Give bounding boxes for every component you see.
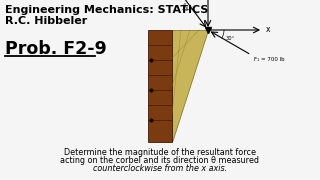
- Text: 30°: 30°: [226, 36, 235, 41]
- Polygon shape: [172, 30, 208, 142]
- Text: 4: 4: [183, 3, 186, 8]
- Text: counterclockwise from the x axis.: counterclockwise from the x axis.: [93, 164, 227, 173]
- Text: R.C. Hibbeler: R.C. Hibbeler: [5, 16, 87, 26]
- Text: acting on the corbel and its direction θ measured: acting on the corbel and its direction θ…: [60, 156, 260, 165]
- Text: F₁ = 700 lb: F₁ = 700 lb: [254, 57, 285, 62]
- Text: Determine the magnitude of the resultant force: Determine the magnitude of the resultant…: [64, 148, 256, 157]
- Text: 3: 3: [185, 7, 188, 12]
- Text: x: x: [266, 26, 270, 35]
- Bar: [148, 30, 172, 142]
- Text: Prob. F2-9: Prob. F2-9: [5, 40, 107, 58]
- Text: Engineering Mechanics: STATICS: Engineering Mechanics: STATICS: [5, 5, 208, 15]
